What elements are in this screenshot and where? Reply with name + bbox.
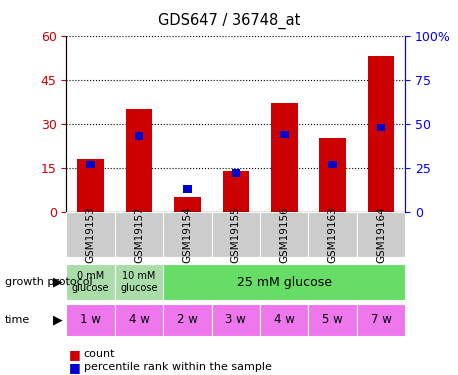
- Bar: [115, 264, 163, 300]
- Text: ■: ■: [69, 348, 81, 361]
- Bar: [115, 212, 163, 257]
- Bar: [163, 264, 405, 300]
- Text: 2 w: 2 w: [177, 313, 198, 326]
- Bar: [309, 304, 357, 336]
- Bar: [260, 304, 309, 336]
- Bar: [66, 264, 115, 300]
- Bar: [125, 109, 153, 212]
- Text: 4 w: 4 w: [274, 313, 295, 326]
- Bar: [223, 171, 249, 212]
- Bar: [212, 212, 260, 257]
- Bar: [357, 212, 405, 257]
- Bar: [377, 124, 386, 131]
- Text: GDS647 / 36748_at: GDS647 / 36748_at: [158, 13, 300, 29]
- Bar: [66, 212, 115, 257]
- Bar: [66, 304, 115, 336]
- Text: ■: ■: [69, 361, 81, 374]
- Text: 0 mM
glucose: 0 mM glucose: [72, 272, 109, 293]
- Bar: [183, 185, 192, 193]
- Bar: [174, 197, 201, 212]
- Bar: [368, 56, 394, 212]
- Text: 3 w: 3 w: [225, 313, 246, 326]
- Text: time: time: [5, 315, 30, 325]
- Text: ▶: ▶: [53, 313, 63, 326]
- Text: GSM19156: GSM19156: [279, 206, 289, 263]
- Text: 5 w: 5 w: [322, 313, 343, 326]
- Text: GSM19153: GSM19153: [86, 206, 96, 263]
- Bar: [212, 304, 260, 336]
- Text: 4 w: 4 w: [129, 313, 149, 326]
- Bar: [328, 160, 337, 168]
- Text: 7 w: 7 w: [371, 313, 392, 326]
- Bar: [86, 160, 95, 168]
- Text: percentile rank within the sample: percentile rank within the sample: [84, 363, 272, 372]
- Bar: [319, 138, 346, 212]
- Bar: [260, 212, 309, 257]
- Text: GSM19155: GSM19155: [231, 206, 241, 263]
- Bar: [163, 212, 212, 257]
- Bar: [135, 132, 143, 140]
- Bar: [280, 130, 289, 138]
- Text: GSM19164: GSM19164: [376, 206, 386, 263]
- Bar: [231, 170, 240, 177]
- Bar: [309, 212, 357, 257]
- Bar: [163, 304, 212, 336]
- Text: count: count: [84, 350, 115, 359]
- Text: GSM19163: GSM19163: [328, 206, 338, 263]
- Text: 10 mM
glucose: 10 mM glucose: [120, 272, 158, 293]
- Text: 25 mM glucose: 25 mM glucose: [237, 276, 332, 289]
- Text: GSM19157: GSM19157: [134, 206, 144, 263]
- Bar: [115, 304, 163, 336]
- Text: GSM19154: GSM19154: [182, 206, 192, 263]
- Text: ▶: ▶: [53, 276, 63, 289]
- Bar: [271, 103, 298, 212]
- Text: growth protocol: growth protocol: [5, 277, 92, 287]
- Bar: [77, 159, 104, 212]
- Bar: [357, 304, 405, 336]
- Text: 1 w: 1 w: [80, 313, 101, 326]
